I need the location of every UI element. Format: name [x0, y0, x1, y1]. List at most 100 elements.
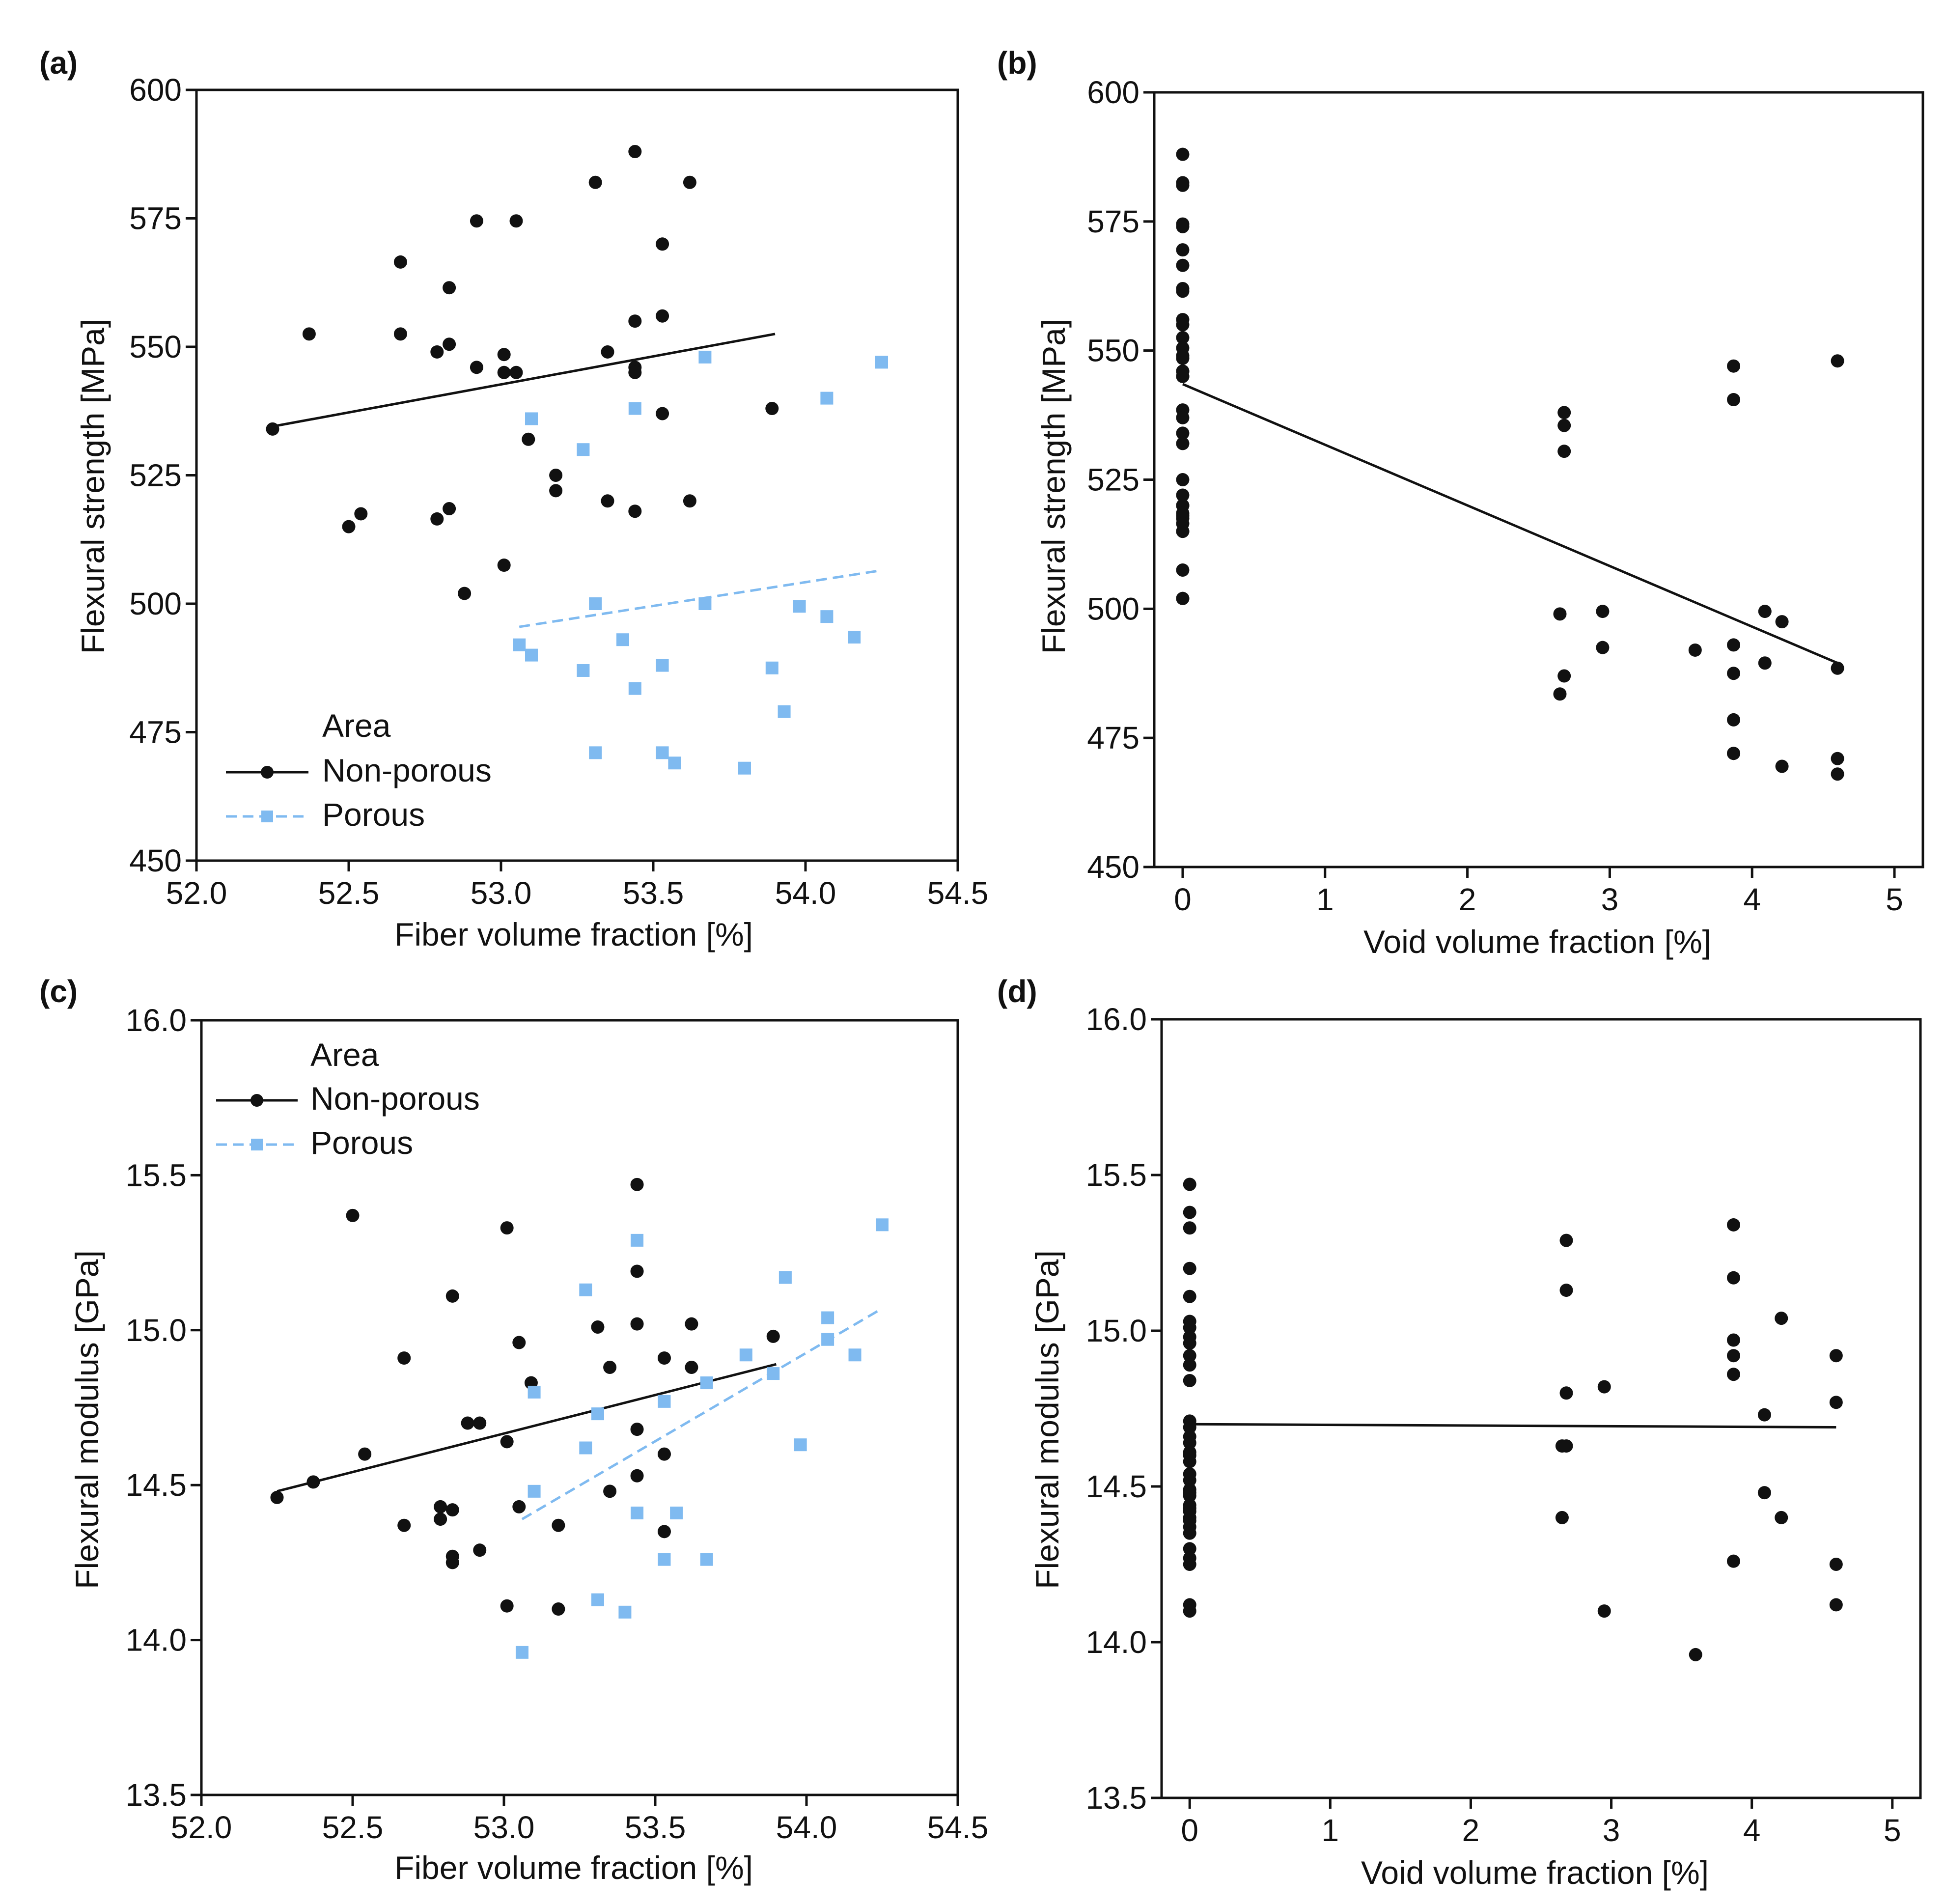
data-point-c-nonporous	[603, 1360, 617, 1374]
legend-a-title: Area	[322, 707, 391, 744]
data-point-c-porous	[528, 1484, 541, 1498]
y-tick-label-b: 575	[1087, 204, 1139, 239]
data-point-c-nonporous	[500, 1435, 514, 1449]
data-point-a-nonporous	[509, 214, 523, 228]
data-point-a-nonporous	[470, 214, 483, 228]
data-point-d-nonporous	[1559, 1386, 1573, 1400]
data-point-c-nonporous	[445, 1556, 459, 1569]
data-point-d-nonporous	[1183, 1349, 1196, 1363]
y-tick-label-a: 575	[129, 201, 182, 236]
data-point-d-nonporous	[1183, 1289, 1196, 1303]
data-point-a-nonporous	[628, 365, 642, 379]
data-point-a-nonporous	[302, 327, 316, 341]
x-tick-label-b: 3	[1601, 882, 1619, 917]
data-point-b-nonporous	[1831, 661, 1844, 675]
data-point-a-nonporous	[601, 345, 614, 359]
data-point-b-nonporous	[1176, 473, 1190, 486]
data-point-a-porous	[628, 682, 641, 695]
plot-frame-a	[195, 88, 959, 862]
data-point-d-nonporous	[1597, 1604, 1611, 1618]
data-point-a-nonporous	[522, 432, 535, 446]
data-point-b-nonporous	[1176, 369, 1190, 383]
data-point-d-nonporous	[1775, 1511, 1788, 1524]
data-point-d-nonporous	[1183, 1261, 1196, 1275]
y-axis-label-d: Flexural modulus [GPa]	[1029, 1250, 1065, 1589]
data-point-b-nonporous	[1176, 243, 1190, 257]
data-point-a-porous	[820, 610, 834, 623]
data-point-d-nonporous	[1183, 1604, 1196, 1618]
data-point-a-nonporous	[601, 494, 614, 508]
y-tick-label-c: 15.0	[125, 1313, 187, 1348]
data-point-b-nonporous	[1758, 605, 1772, 618]
plot-b: 0 1 2 3 4 5 450 475 500 525 550 575 600	[1087, 75, 1924, 917]
data-point-c-porous	[579, 1441, 592, 1455]
data-point-a-nonporous	[656, 237, 669, 251]
x-tick-label-d: 0	[1181, 1813, 1198, 1848]
data-point-b-nonporous	[1176, 220, 1190, 233]
data-point-a-nonporous	[393, 327, 407, 341]
fit-line-c-nonporous	[277, 1363, 777, 1493]
data-point-c-porous	[848, 1348, 861, 1362]
legend-a-nonporous-marker	[261, 766, 274, 779]
legend-c-nonporous-marker	[250, 1094, 263, 1107]
data-point-d-nonporous	[1597, 1380, 1611, 1394]
y-axis-label-b: Flexural strength [MPa]	[1035, 319, 1072, 654]
data-point-d-nonporous	[1183, 1177, 1196, 1191]
y-tick-label-d: 14.0	[1085, 1624, 1147, 1660]
data-point-c-porous	[528, 1385, 541, 1399]
data-point-a-porous	[656, 746, 669, 759]
data-point-a-nonporous	[458, 587, 472, 600]
data-point-c-nonporous	[500, 1599, 514, 1613]
data-point-c-nonporous	[603, 1484, 617, 1498]
x-tick-label-c: 54.0	[776, 1810, 837, 1845]
plot-c: 52.0 52.5 53.0 53.5 54.0 54.5 13.5 14.0 14.5 15.0…	[125, 1003, 988, 1845]
data-point-c-nonporous	[434, 1512, 447, 1526]
data-point-c-nonporous	[397, 1351, 411, 1365]
x-tick-label-c: 54.5	[927, 1810, 989, 1845]
data-point-d-nonporous	[1829, 1598, 1843, 1612]
x-tick-label-b: 1	[1316, 882, 1334, 917]
data-point-c-nonporous	[552, 1602, 565, 1616]
panel-label-c: (c)	[39, 974, 78, 1009]
data-point-c-nonporous	[552, 1518, 565, 1532]
data-point-c-nonporous	[630, 1469, 644, 1483]
x-tick-label-b: 4	[1743, 882, 1761, 917]
data-point-d-nonporous	[1183, 1467, 1196, 1481]
data-point-b-nonporous	[1553, 687, 1567, 701]
data-point-d-nonporous	[1183, 1526, 1196, 1540]
data-point-d-nonporous	[1689, 1648, 1702, 1661]
data-point-a-nonporous	[509, 365, 523, 379]
data-point-a-nonporous	[430, 345, 444, 359]
data-point-d-nonporous	[1775, 1312, 1788, 1325]
y-tick-label-c: 13.5	[125, 1777, 187, 1813]
data-point-a-porous	[616, 633, 629, 646]
data-point-c-nonporous	[512, 1336, 526, 1349]
data-point-b-nonporous	[1831, 752, 1844, 765]
data-point-a-nonporous	[549, 469, 563, 482]
data-point-c-porous	[579, 1283, 592, 1296]
x-tick-label-a: 52.5	[318, 875, 380, 911]
x-tick-label-b: 5	[1886, 882, 1903, 917]
x-tick-label-c: 52.5	[322, 1810, 384, 1845]
data-point-b-nonporous	[1553, 607, 1567, 621]
data-point-c-nonporous	[270, 1490, 284, 1504]
data-point-a-nonporous	[656, 407, 669, 420]
data-point-d-nonporous	[1559, 1233, 1573, 1247]
data-point-a-nonporous	[683, 175, 696, 189]
x-axis-label-a: Fiber volume fraction [%]	[394, 916, 753, 952]
data-point-a-porous	[525, 648, 538, 662]
data-point-c-nonporous	[461, 1416, 474, 1430]
data-point-c-nonporous	[500, 1221, 514, 1235]
data-point-c-porous	[821, 1333, 834, 1346]
data-point-a-nonporous	[430, 512, 444, 526]
data-point-b-nonporous	[1557, 445, 1571, 458]
data-point-c-porous	[658, 1395, 671, 1408]
data-point-d-nonporous	[1183, 1373, 1196, 1387]
data-point-a-nonporous	[470, 361, 483, 374]
data-point-c-nonporous	[358, 1447, 372, 1461]
data-point-b-nonporous	[1727, 393, 1741, 407]
x-tick-label-c: 53.0	[473, 1810, 535, 1845]
data-point-b-nonporous	[1727, 359, 1741, 373]
data-point-a-porous	[820, 392, 834, 405]
